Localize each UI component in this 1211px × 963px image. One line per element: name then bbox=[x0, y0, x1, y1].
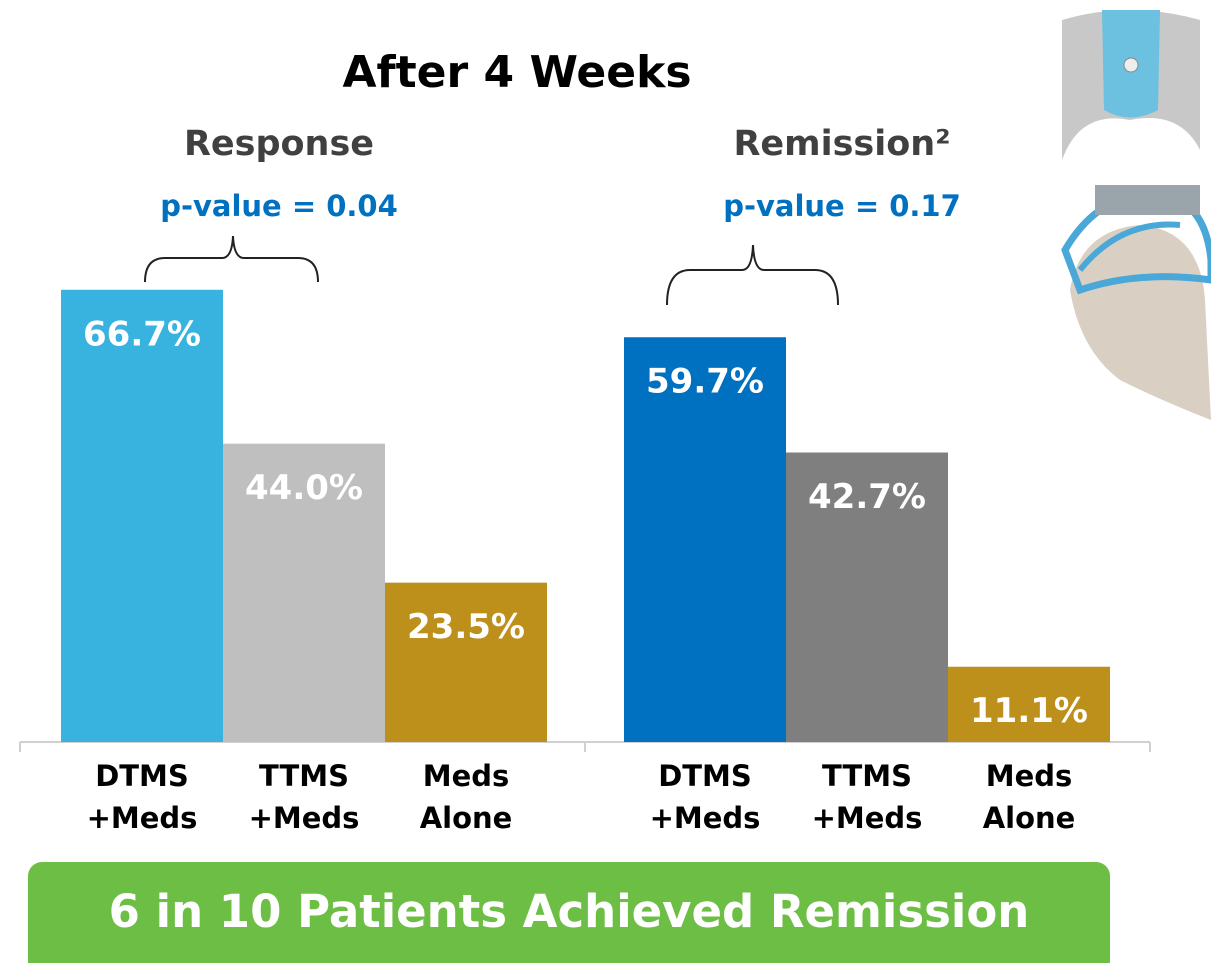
value-label: 66.7% bbox=[83, 314, 201, 354]
chart-title: Remission² bbox=[733, 124, 950, 164]
category-label: TTMS +Meds bbox=[812, 759, 923, 835]
banner bbox=[28, 862, 1110, 963]
head-image bbox=[1061, 185, 1211, 420]
category-label: DTMS +Meds bbox=[87, 759, 198, 835]
p-value: p-value = 0.17 bbox=[723, 189, 961, 223]
banner-text: 6 in 10 Patients Achieved Remission bbox=[109, 885, 1030, 938]
value-label: 59.7% bbox=[646, 362, 764, 402]
category-label: Meds Alone bbox=[983, 759, 1076, 835]
category-label: Meds Alone bbox=[420, 759, 513, 835]
brace bbox=[144, 235, 319, 283]
bar bbox=[61, 289, 223, 742]
bar bbox=[948, 666, 1110, 742]
device-image bbox=[1062, 10, 1200, 160]
slide-title: After 4 Weeks bbox=[342, 47, 691, 98]
p-value: p-value = 0.04 bbox=[160, 189, 398, 223]
category-label: DTMS +Meds bbox=[650, 759, 761, 835]
bar bbox=[624, 337, 786, 742]
value-label: 42.7% bbox=[808, 477, 926, 517]
chart-title: Response bbox=[184, 124, 374, 164]
value-label: 44.0% bbox=[245, 468, 363, 508]
bar bbox=[786, 452, 948, 742]
bar bbox=[385, 582, 547, 742]
category-label: TTMS +Meds bbox=[249, 759, 360, 835]
value-label: 11.1% bbox=[970, 691, 1088, 731]
brace bbox=[666, 244, 839, 306]
bar bbox=[223, 443, 385, 742]
value-label: 23.5% bbox=[407, 607, 525, 647]
